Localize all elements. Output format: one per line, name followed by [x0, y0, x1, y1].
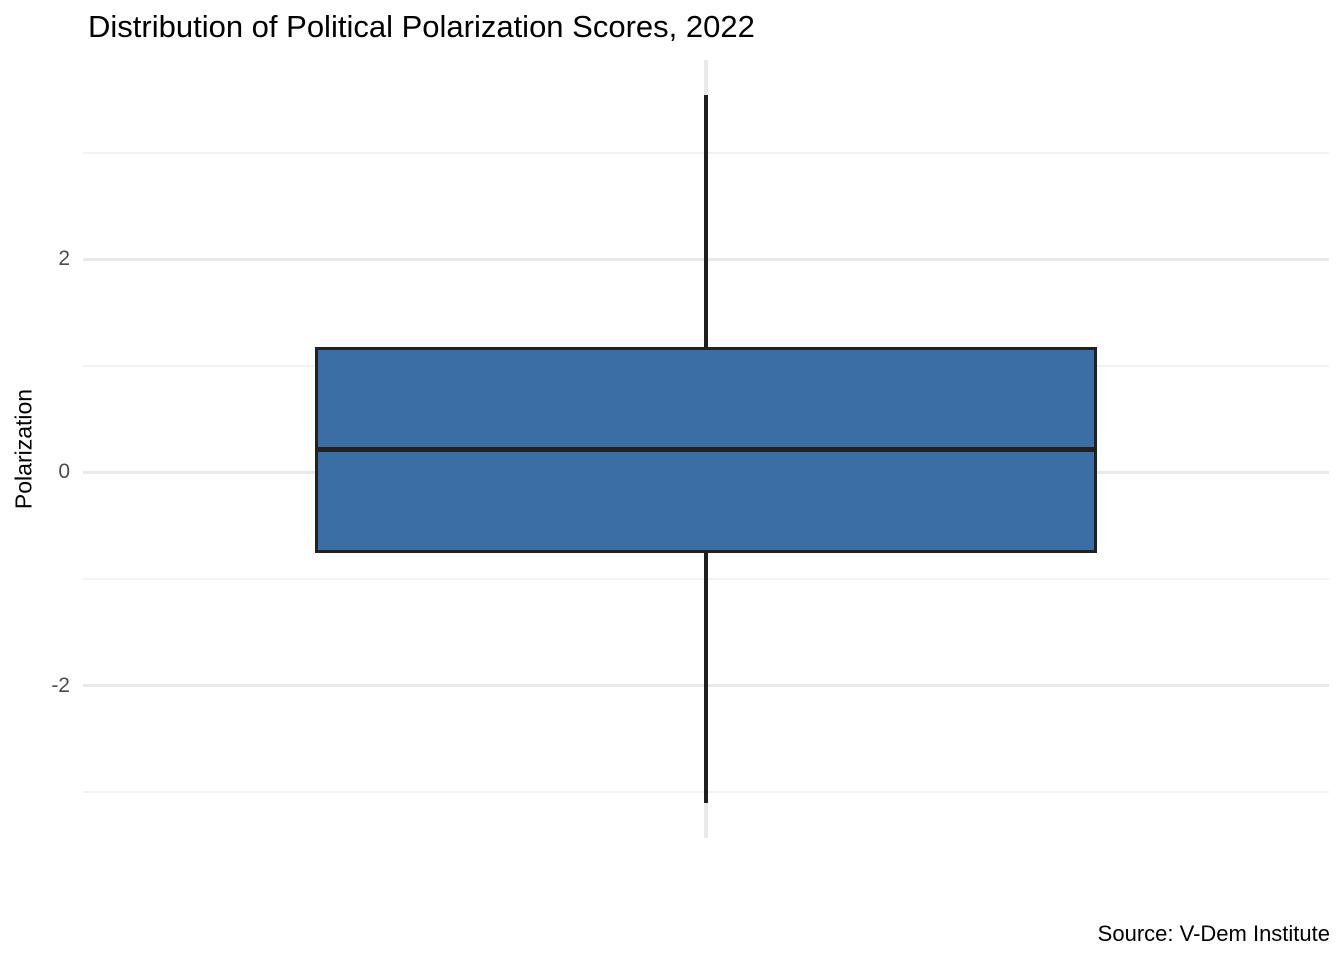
chart-title: Distribution of Political Polarization S…	[88, 9, 755, 44]
plot-panel	[83, 60, 1329, 838]
source-note: Source: V-Dem Institute	[1097, 921, 1330, 946]
lower-whisker	[704, 551, 708, 803]
y-axis-title: Polarization	[10, 388, 37, 510]
y-axis-tick-label: 2	[58, 247, 70, 271]
y-axis-tick-label: -2	[51, 673, 70, 697]
upper-whisker	[704, 95, 708, 349]
y-axis-tick-label: 0	[58, 460, 70, 484]
median-line	[315, 446, 1097, 452]
